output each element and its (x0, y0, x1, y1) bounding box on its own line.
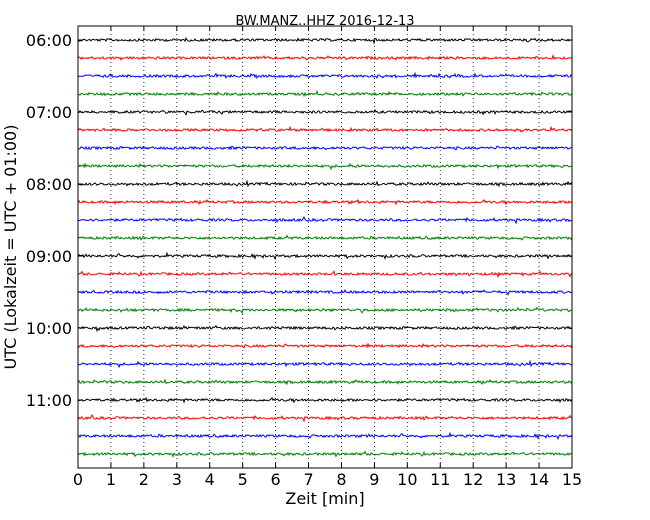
trace-line (77, 179, 573, 188)
trace-line (77, 396, 573, 404)
y-tick-label: 09:00 (26, 247, 72, 266)
x-tick-label: 3 (172, 470, 182, 489)
y-tick-label: 06:00 (26, 31, 72, 50)
trace-line (77, 378, 573, 386)
trace-line (77, 53, 573, 61)
x-tick-label: 10 (397, 470, 417, 489)
trace-line (77, 324, 573, 333)
x-tick-label: 4 (205, 470, 215, 489)
grid-lines (110, 26, 540, 468)
trace-line (77, 431, 573, 441)
x-tick-label: 7 (303, 470, 313, 489)
x-tick-label: 9 (369, 470, 379, 489)
x-tick-label: 14 (529, 470, 549, 489)
x-tick-label: 13 (496, 470, 516, 489)
trace-line (77, 359, 573, 369)
trace-line (77, 198, 573, 206)
x-tick-label: 5 (238, 470, 248, 489)
y-tick-label: 11:00 (26, 391, 72, 410)
trace-line (77, 234, 573, 241)
trace-line (77, 342, 573, 349)
x-axis-ticks: 0 1 2 3 4 5 6 7 8 9 10 11 12 13 14 15 (73, 26, 582, 489)
y-tick-label: 10:00 (26, 319, 72, 338)
trace-line (77, 36, 573, 45)
y-axis-label: UTC (Lokalzeit = UTC + 01:00) (1, 125, 20, 370)
trace-line (77, 270, 573, 279)
x-tick-label: 12 (463, 470, 483, 489)
y-tick-label: 08:00 (26, 175, 72, 194)
y-axis-ticks: 06:00 07:00 08:00 09:00 10:00 11:00 (26, 31, 572, 410)
trace-line (77, 162, 573, 171)
trace-line (77, 71, 573, 80)
trace-line (77, 413, 573, 423)
trace-line (77, 89, 573, 98)
trace-line (77, 288, 573, 296)
trace-line (77, 215, 573, 225)
x-tick-label: 8 (336, 470, 346, 489)
x-tick-label: 11 (430, 470, 450, 489)
trace-line (77, 306, 573, 315)
trace-line (77, 145, 573, 151)
x-tick-label: 0 (73, 470, 83, 489)
x-tick-label: 6 (271, 470, 281, 489)
x-tick-label: 15 (562, 470, 582, 489)
plot-frame (77, 25, 573, 469)
y-tick-label: 07:00 (26, 103, 72, 122)
chart-title: BW.MANZ..HHZ 2016-12-13 (235, 14, 414, 29)
trace-line (77, 450, 573, 459)
seismic-traces (77, 36, 573, 459)
x-tick-label: 2 (139, 470, 149, 489)
x-tick-label: 1 (106, 470, 116, 489)
x-axis-label: Zeit [min] (285, 489, 364, 508)
trace-line (77, 251, 573, 261)
trace-line (77, 125, 573, 133)
trace-line (77, 108, 573, 116)
